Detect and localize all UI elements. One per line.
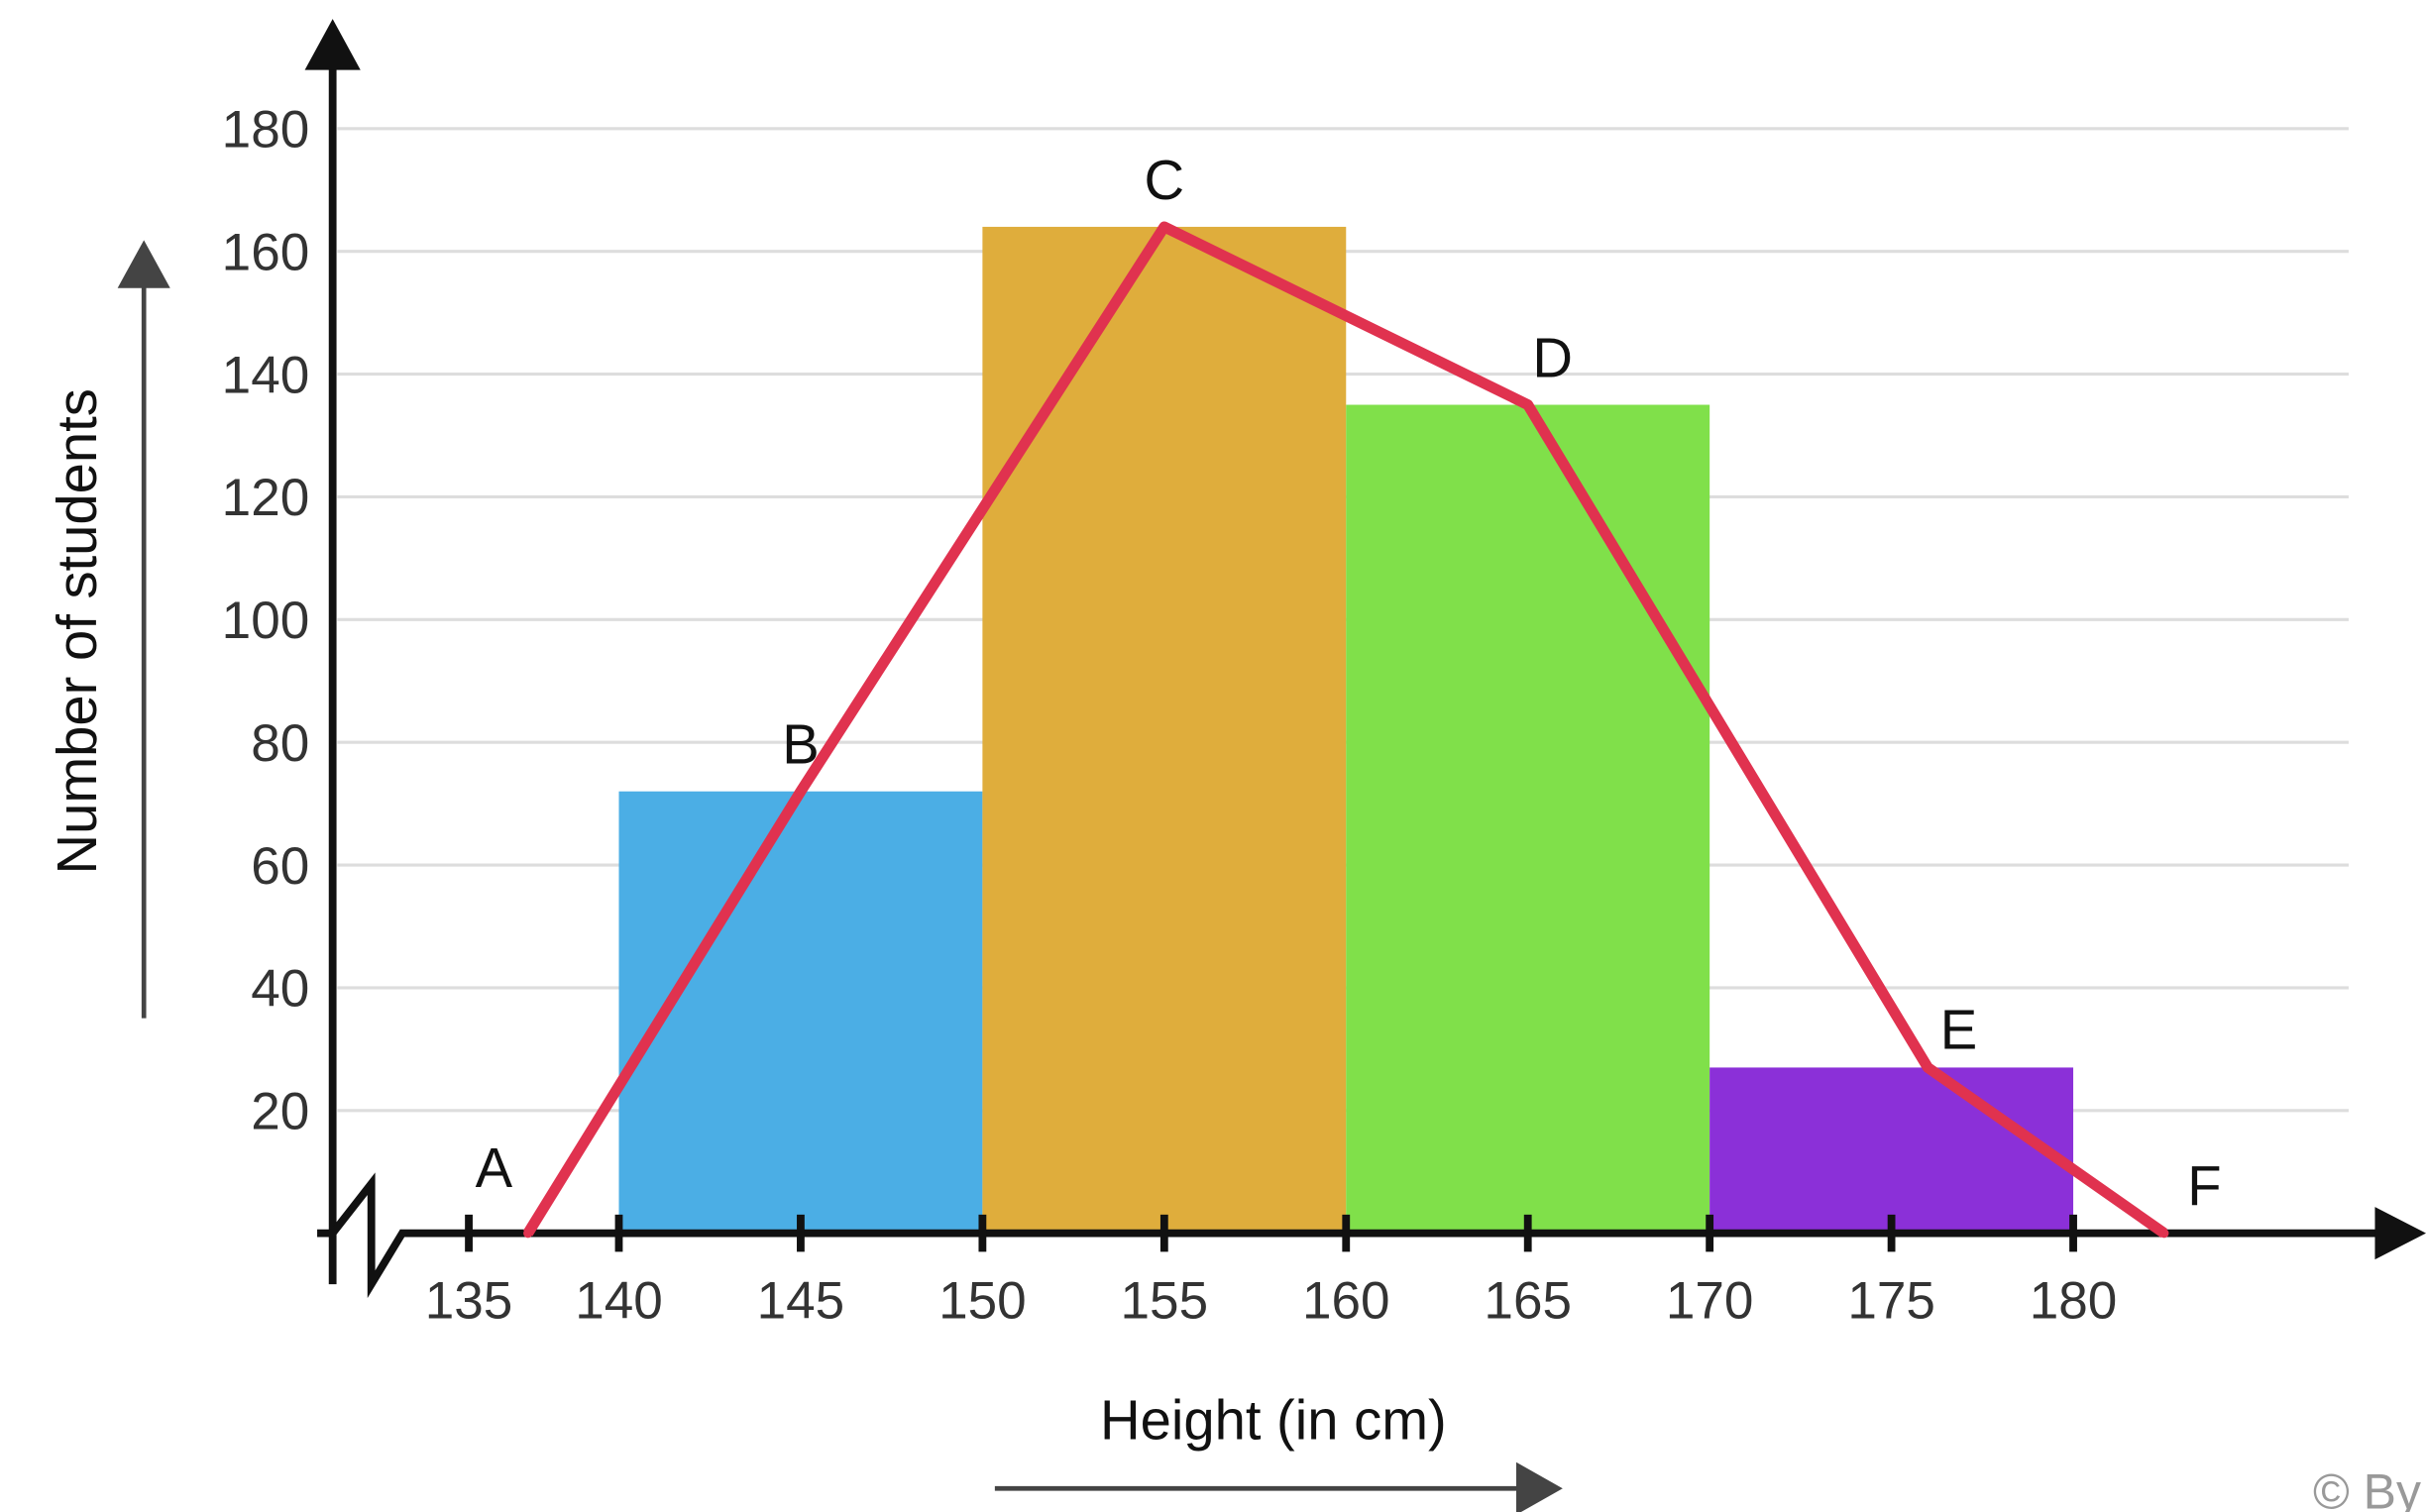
y-tick-label: 20	[251, 1083, 309, 1141]
x-tick-label: 165	[1484, 1272, 1572, 1331]
copyright-text: © By	[2313, 1464, 2421, 1512]
y-tick-label: 140	[222, 346, 310, 404]
histogram-bar-150-160	[982, 226, 1347, 1234]
point-label-E: E	[1940, 999, 1977, 1061]
point-label-F: F	[2187, 1155, 2221, 1218]
axes	[304, 19, 2426, 1299]
x-title-arrowhead	[1516, 1461, 1563, 1512]
frequency-polygon-line	[523, 221, 2167, 1239]
x-axis-arrowhead	[2374, 1207, 2426, 1260]
y-tick-label: 180	[222, 101, 310, 160]
y-tick-label: 40	[251, 960, 309, 1019]
polygon-point-B	[796, 787, 806, 797]
y-tick-label: 160	[222, 223, 310, 281]
x-tick-label: 145	[757, 1272, 845, 1331]
histogram-bar-140-150	[618, 791, 983, 1234]
y-tick-label: 60	[251, 837, 309, 896]
x-tick-label: 180	[2030, 1272, 2118, 1331]
polygon-point-E	[1923, 1062, 1932, 1073]
x-tick-label: 175	[1847, 1272, 1935, 1331]
x-tick-label: 160	[1302, 1272, 1390, 1331]
y-tick-label: 80	[251, 714, 309, 773]
y-ticks: 20 40 60 80 100 120 140 160 180	[222, 101, 310, 1141]
point-label-D: D	[1532, 326, 1573, 388]
x-axis-title: Height (in cm)	[1100, 1388, 1447, 1451]
x-tick-label: 140	[575, 1272, 663, 1331]
point-label-C: C	[1145, 149, 1185, 211]
frequency-polygon	[523, 221, 2169, 1239]
y-tick-label: 120	[222, 469, 310, 527]
point-label-B: B	[782, 713, 819, 776]
x-tick-label: 155	[1121, 1272, 1209, 1331]
polygon-point-C	[1159, 222, 1169, 232]
bars	[618, 226, 2074, 1234]
x-ticks: 135 140 145 150 155 160 165 170 175 180	[425, 1214, 2118, 1331]
histogram-bar-160-170	[1346, 404, 1710, 1234]
polygon-point-F	[2159, 1228, 2169, 1239]
y-axis-arrowhead	[304, 19, 361, 70]
x-tick-label: 170	[1666, 1272, 1754, 1331]
axis-break-symbol	[317, 1172, 2391, 1299]
point-labels: A B C D E F	[476, 149, 2222, 1218]
histogram-bar-170-180	[1709, 1067, 2074, 1234]
polygon-point-D	[1523, 399, 1533, 410]
point-label-A: A	[476, 1136, 513, 1199]
y-axis-title: Number of students	[46, 388, 108, 874]
polygon-point-A	[523, 1228, 533, 1239]
y-tick-label: 100	[222, 592, 310, 650]
x-tick-label: 135	[425, 1272, 513, 1331]
x-tick-label: 150	[938, 1272, 1027, 1331]
y-title-arrowhead	[117, 240, 170, 288]
